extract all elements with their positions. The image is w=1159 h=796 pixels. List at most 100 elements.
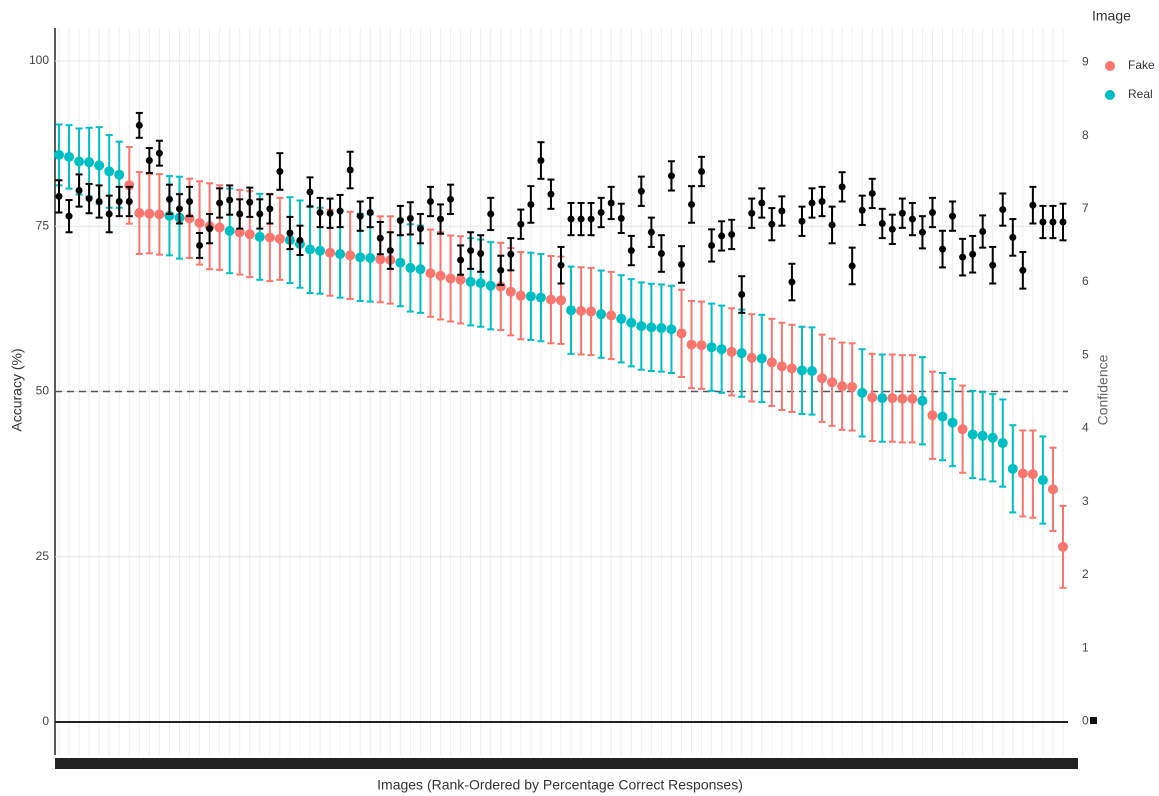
confidence-point <box>206 225 214 233</box>
confidence-point <box>959 253 967 261</box>
confidence-point <box>557 261 565 269</box>
accuracy-point <box>375 254 386 265</box>
accuracy-point <box>736 348 747 359</box>
confidence-point <box>688 200 696 208</box>
confidence-point <box>918 228 926 236</box>
confidence-point <box>336 207 344 215</box>
accuracy-point <box>957 424 968 435</box>
y-tick-label: 0 <box>42 714 49 728</box>
confidence-point <box>698 167 706 175</box>
accuracy-point <box>144 208 155 219</box>
confidence-point <box>447 195 455 203</box>
confidence-point <box>878 219 886 227</box>
confidence-point <box>527 200 535 208</box>
accuracy-point <box>425 268 436 279</box>
accuracy-point <box>395 257 406 268</box>
accuracy-point <box>1047 484 1058 495</box>
accuracy-point <box>1017 468 1028 479</box>
confidence-point <box>808 199 816 207</box>
y-tick-label: 50 <box>36 384 50 398</box>
y2-tick-label: 4 <box>1082 421 1089 435</box>
confidence-point <box>828 221 836 229</box>
confidence-point <box>547 190 555 198</box>
accuracy-point <box>967 429 978 440</box>
accuracy-point <box>897 393 908 404</box>
confidence-point <box>969 250 977 258</box>
confidence-point <box>567 215 575 223</box>
x-axis-label: Images (Rank-Ordered by Percentage Corre… <box>377 777 743 793</box>
confidence-point <box>677 260 685 268</box>
confidence-point <box>1059 218 1067 226</box>
accuracy-point <box>947 417 958 428</box>
confidence-point <box>155 149 163 157</box>
confidence-point <box>537 157 545 165</box>
confidence-point <box>1019 266 1027 274</box>
confidence-point <box>85 195 93 203</box>
confidence-point <box>587 215 595 223</box>
confidence-point <box>356 212 364 220</box>
accuracy-point <box>1037 475 1048 486</box>
confidence-point <box>627 247 635 255</box>
accuracy-point <box>606 310 617 321</box>
accuracy-point <box>1058 541 1068 552</box>
accuracy-point <box>857 387 868 398</box>
confidence-point <box>1039 218 1047 226</box>
accuracy-point <box>455 274 466 285</box>
confidence-point <box>738 290 746 298</box>
confidence-point <box>728 230 736 238</box>
legend-label: Fake <box>1128 58 1155 72</box>
confidence-point <box>426 198 434 206</box>
legend-marker <box>1105 61 1115 71</box>
confidence-point <box>497 266 505 274</box>
y-tick-label: 25 <box>36 549 50 563</box>
confidence-point <box>386 247 394 255</box>
accuracy-point <box>94 160 105 171</box>
accuracy-point <box>475 278 486 289</box>
accuracy-point <box>716 344 727 355</box>
accuracy-point <box>445 273 456 284</box>
y-tick-label: 100 <box>29 53 49 67</box>
x-axis-bar <box>55 758 1078 769</box>
accuracy-point <box>224 225 235 236</box>
accuracy-point <box>84 157 95 168</box>
confidence-point <box>999 206 1007 214</box>
accuracy-point <box>796 365 807 376</box>
accuracy-point <box>776 361 787 372</box>
accuracy-point <box>556 295 566 306</box>
accuracy-point <box>545 294 556 305</box>
confidence-point <box>1029 201 1037 209</box>
confidence-point <box>949 212 957 220</box>
accuracy-point <box>525 291 536 302</box>
accuracy-point <box>74 156 85 167</box>
confidence-point <box>165 195 173 203</box>
confidence-point <box>437 215 445 223</box>
confidence-point <box>607 199 615 207</box>
confidence-point <box>376 234 384 242</box>
confidence-point <box>939 245 947 253</box>
confidence-point <box>306 188 314 196</box>
confidence-point <box>175 205 183 213</box>
accuracy-point <box>274 233 285 244</box>
legend-marker <box>1105 90 1115 100</box>
accuracy-point <box>305 244 315 255</box>
confidence-point <box>577 215 585 223</box>
confidence-point <box>768 220 776 228</box>
confidence-point <box>778 207 786 215</box>
confidence-point <box>647 228 655 236</box>
accuracy-point <box>535 292 546 303</box>
confidence-point <box>115 198 123 206</box>
confidence-point <box>396 217 404 225</box>
y-axis-label: Accuracy (%) <box>9 348 25 431</box>
accuracy-point <box>576 305 587 316</box>
confidence-point <box>266 205 274 213</box>
accuracy-point <box>214 222 225 233</box>
accuracy-point <box>415 264 426 275</box>
confidence-point <box>236 210 244 218</box>
accuracy-point <box>566 305 577 316</box>
confidence-point <box>798 217 806 225</box>
confidence-point <box>979 228 987 236</box>
accuracy-point <box>847 381 858 392</box>
accuracy-point <box>927 410 938 421</box>
confidence-point <box>788 278 796 286</box>
